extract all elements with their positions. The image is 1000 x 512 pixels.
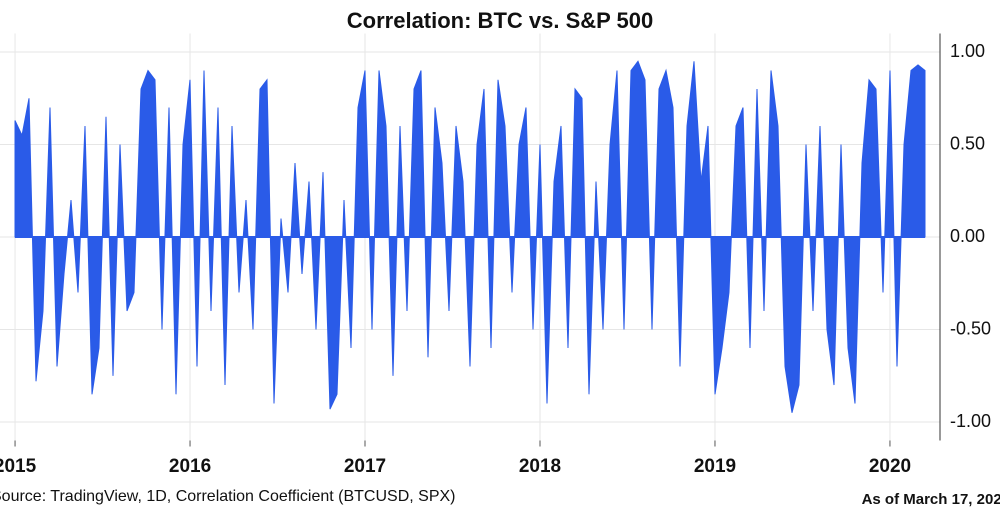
date-note: As of March 17, 2020	[862, 491, 1000, 508]
x-tick-label: 2018	[519, 456, 561, 477]
chart-title: Correlation: BTC vs. S&P 500	[347, 8, 653, 33]
x-tick-label: 2016	[169, 456, 211, 477]
source-note: Source: TradingView, 1D, Correlation Coe…	[0, 488, 456, 505]
x-tick-label: 2020	[869, 456, 911, 477]
x-tick-label: 2019	[694, 456, 736, 477]
x-tick-label: 2017	[344, 456, 386, 477]
y-tick-label: -0.50	[950, 318, 991, 338]
y-tick-label: 1.00	[950, 41, 985, 61]
y-tick-label: -1.00	[950, 411, 991, 431]
y-tick-label: 0.00	[950, 226, 985, 246]
x-tick-label: 2015	[0, 456, 37, 477]
y-tick-label: 0.50	[950, 133, 985, 153]
